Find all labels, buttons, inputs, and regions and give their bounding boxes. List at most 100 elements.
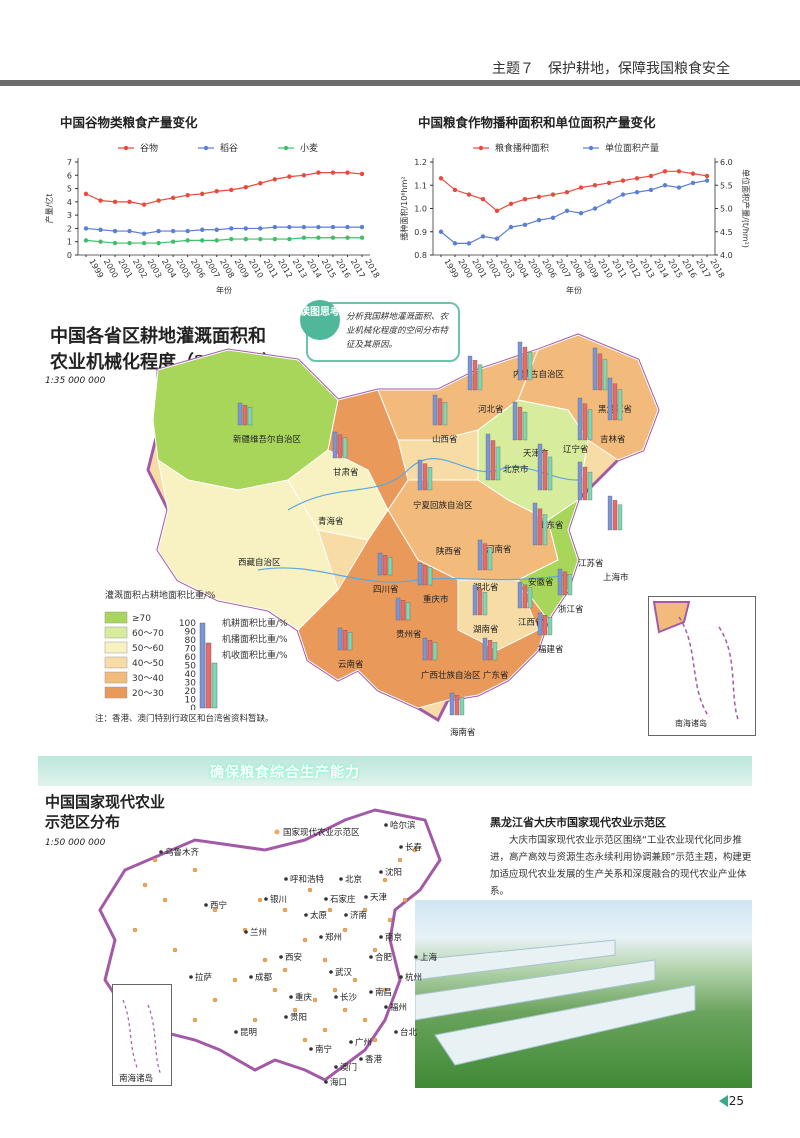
city-label: 北京 [345,874,362,885]
map-scale: 1:35 000 000 [45,376,106,386]
city-label: 兰州 [250,927,267,938]
data-point [508,224,514,230]
data-point [316,224,321,230]
label-hainan: 海南省 [450,727,476,738]
city-marker [369,990,373,994]
demo-zone-dot [382,877,388,883]
sown-area-yield-chart: 0.80.91.01.11.24.04.55.05.56.01999200020… [399,142,750,295]
demo-zone-dot [282,967,288,973]
mechanization-bar [422,463,428,491]
demo-zone-dot [212,997,218,1003]
data-point [258,181,263,186]
legend-label: 稻谷 [220,143,238,154]
mechanization-bar [617,504,623,531]
city-marker [359,1057,363,1061]
section-banner-text: 确保粮食综合生产能力 [210,765,360,781]
legend-class-label: 50～60 [132,644,164,654]
demo-zone-dot [307,887,313,893]
data-point [258,226,263,231]
data-point [301,235,307,240]
data-point [452,187,458,193]
bar-legend-swatch [199,622,206,709]
label-jiangsu: 江苏省 [578,558,604,569]
legend-swatch-dot [588,145,594,151]
demo-zone-dot [302,937,308,943]
data-point [316,235,321,240]
mechanization-bar [477,539,483,571]
mechanization-bar [597,353,603,391]
mechanization-bar [537,612,543,636]
label-chongqing: 重庆市 [423,594,449,605]
south-china-sea-inset-map [652,601,740,723]
data-point [345,235,350,240]
data-point [480,234,486,239]
data-point [634,190,640,195]
y2-tick-label: 5.5 [720,181,733,190]
mechanization-bar [472,360,478,391]
data-point [690,171,696,176]
y-tick-label: 6 [67,171,72,180]
city-marker [349,1040,353,1044]
bar-axis-tick: 90 [185,628,197,638]
label-xinjiang: 新疆维吾尔自治区 [233,434,302,445]
mechanization-bar [532,502,538,546]
city-marker [189,975,193,979]
data-point [272,177,278,182]
mechanization-bar [487,547,493,571]
mechanization-bar [332,431,338,459]
mechanization-bar [582,403,588,441]
y-tick-label: 1.1 [414,181,427,190]
bar-axis-tick: 60 [185,653,197,663]
label-qinghai: 青海省 [318,516,344,527]
data-point [330,224,336,230]
data-point [141,202,147,207]
bar-legend-label: 机耕面积比重/% [222,617,288,629]
demo-zone-dot [362,907,368,913]
city-marker [159,850,163,854]
title3-line1: 中国国家现代农业 [45,793,166,811]
mechanization-bar [617,389,623,421]
city-marker [264,897,268,901]
y2-tick-label: 4.5 [720,228,733,237]
city-marker [319,935,323,939]
series-line-1 [440,180,708,244]
mechanization-bar [537,508,543,546]
data-point [98,239,103,244]
city-marker [324,1080,328,1084]
bar-axis-tick: 70 [185,645,197,655]
data-point [170,195,176,201]
data-point [200,227,205,232]
case-study-title: 黑龙江省大庆市国家现代农业示范区 [490,816,666,829]
data-point [301,224,307,230]
city-label: 拉萨 [195,972,213,983]
legend-class-label: 60～70 [132,629,164,639]
city-marker [339,877,343,881]
data-point [156,198,161,203]
irrigation-map: 新疆维吾尔自治区 内蒙古自治区 黑龙江省 吉林省 辽宁省 河北省 北京市 天津市… [146,333,660,738]
mechanization-bar [527,351,533,381]
mechanization-bar [522,346,528,381]
data-point [480,197,486,202]
mechanization-bar [577,397,583,441]
data-point [620,192,626,197]
mechanization-bar [517,581,523,609]
data-point [83,238,89,243]
y-tick-label: 1.2 [414,158,427,167]
city-label: 西宁 [210,900,227,911]
city-marker [369,955,373,959]
mechanization-bar [337,627,343,651]
city-marker [284,1015,288,1019]
legend-title: 灌溉面积占耕地面积比重/% [105,590,216,601]
mechanization-bar [492,642,498,661]
data-point [287,174,292,179]
label-anhui: 安徽省 [528,577,554,588]
demo-zone-dot [262,957,268,963]
label-yunnan: 云南省 [338,659,364,670]
bar-axis-tick: 50 [185,662,197,672]
data-point [359,171,365,177]
legend-label: 小麦 [300,142,318,154]
legend-demo-zone: 国家现代农业示范区 [283,827,360,838]
data-point [214,227,219,232]
mechanization-bar [395,597,401,621]
